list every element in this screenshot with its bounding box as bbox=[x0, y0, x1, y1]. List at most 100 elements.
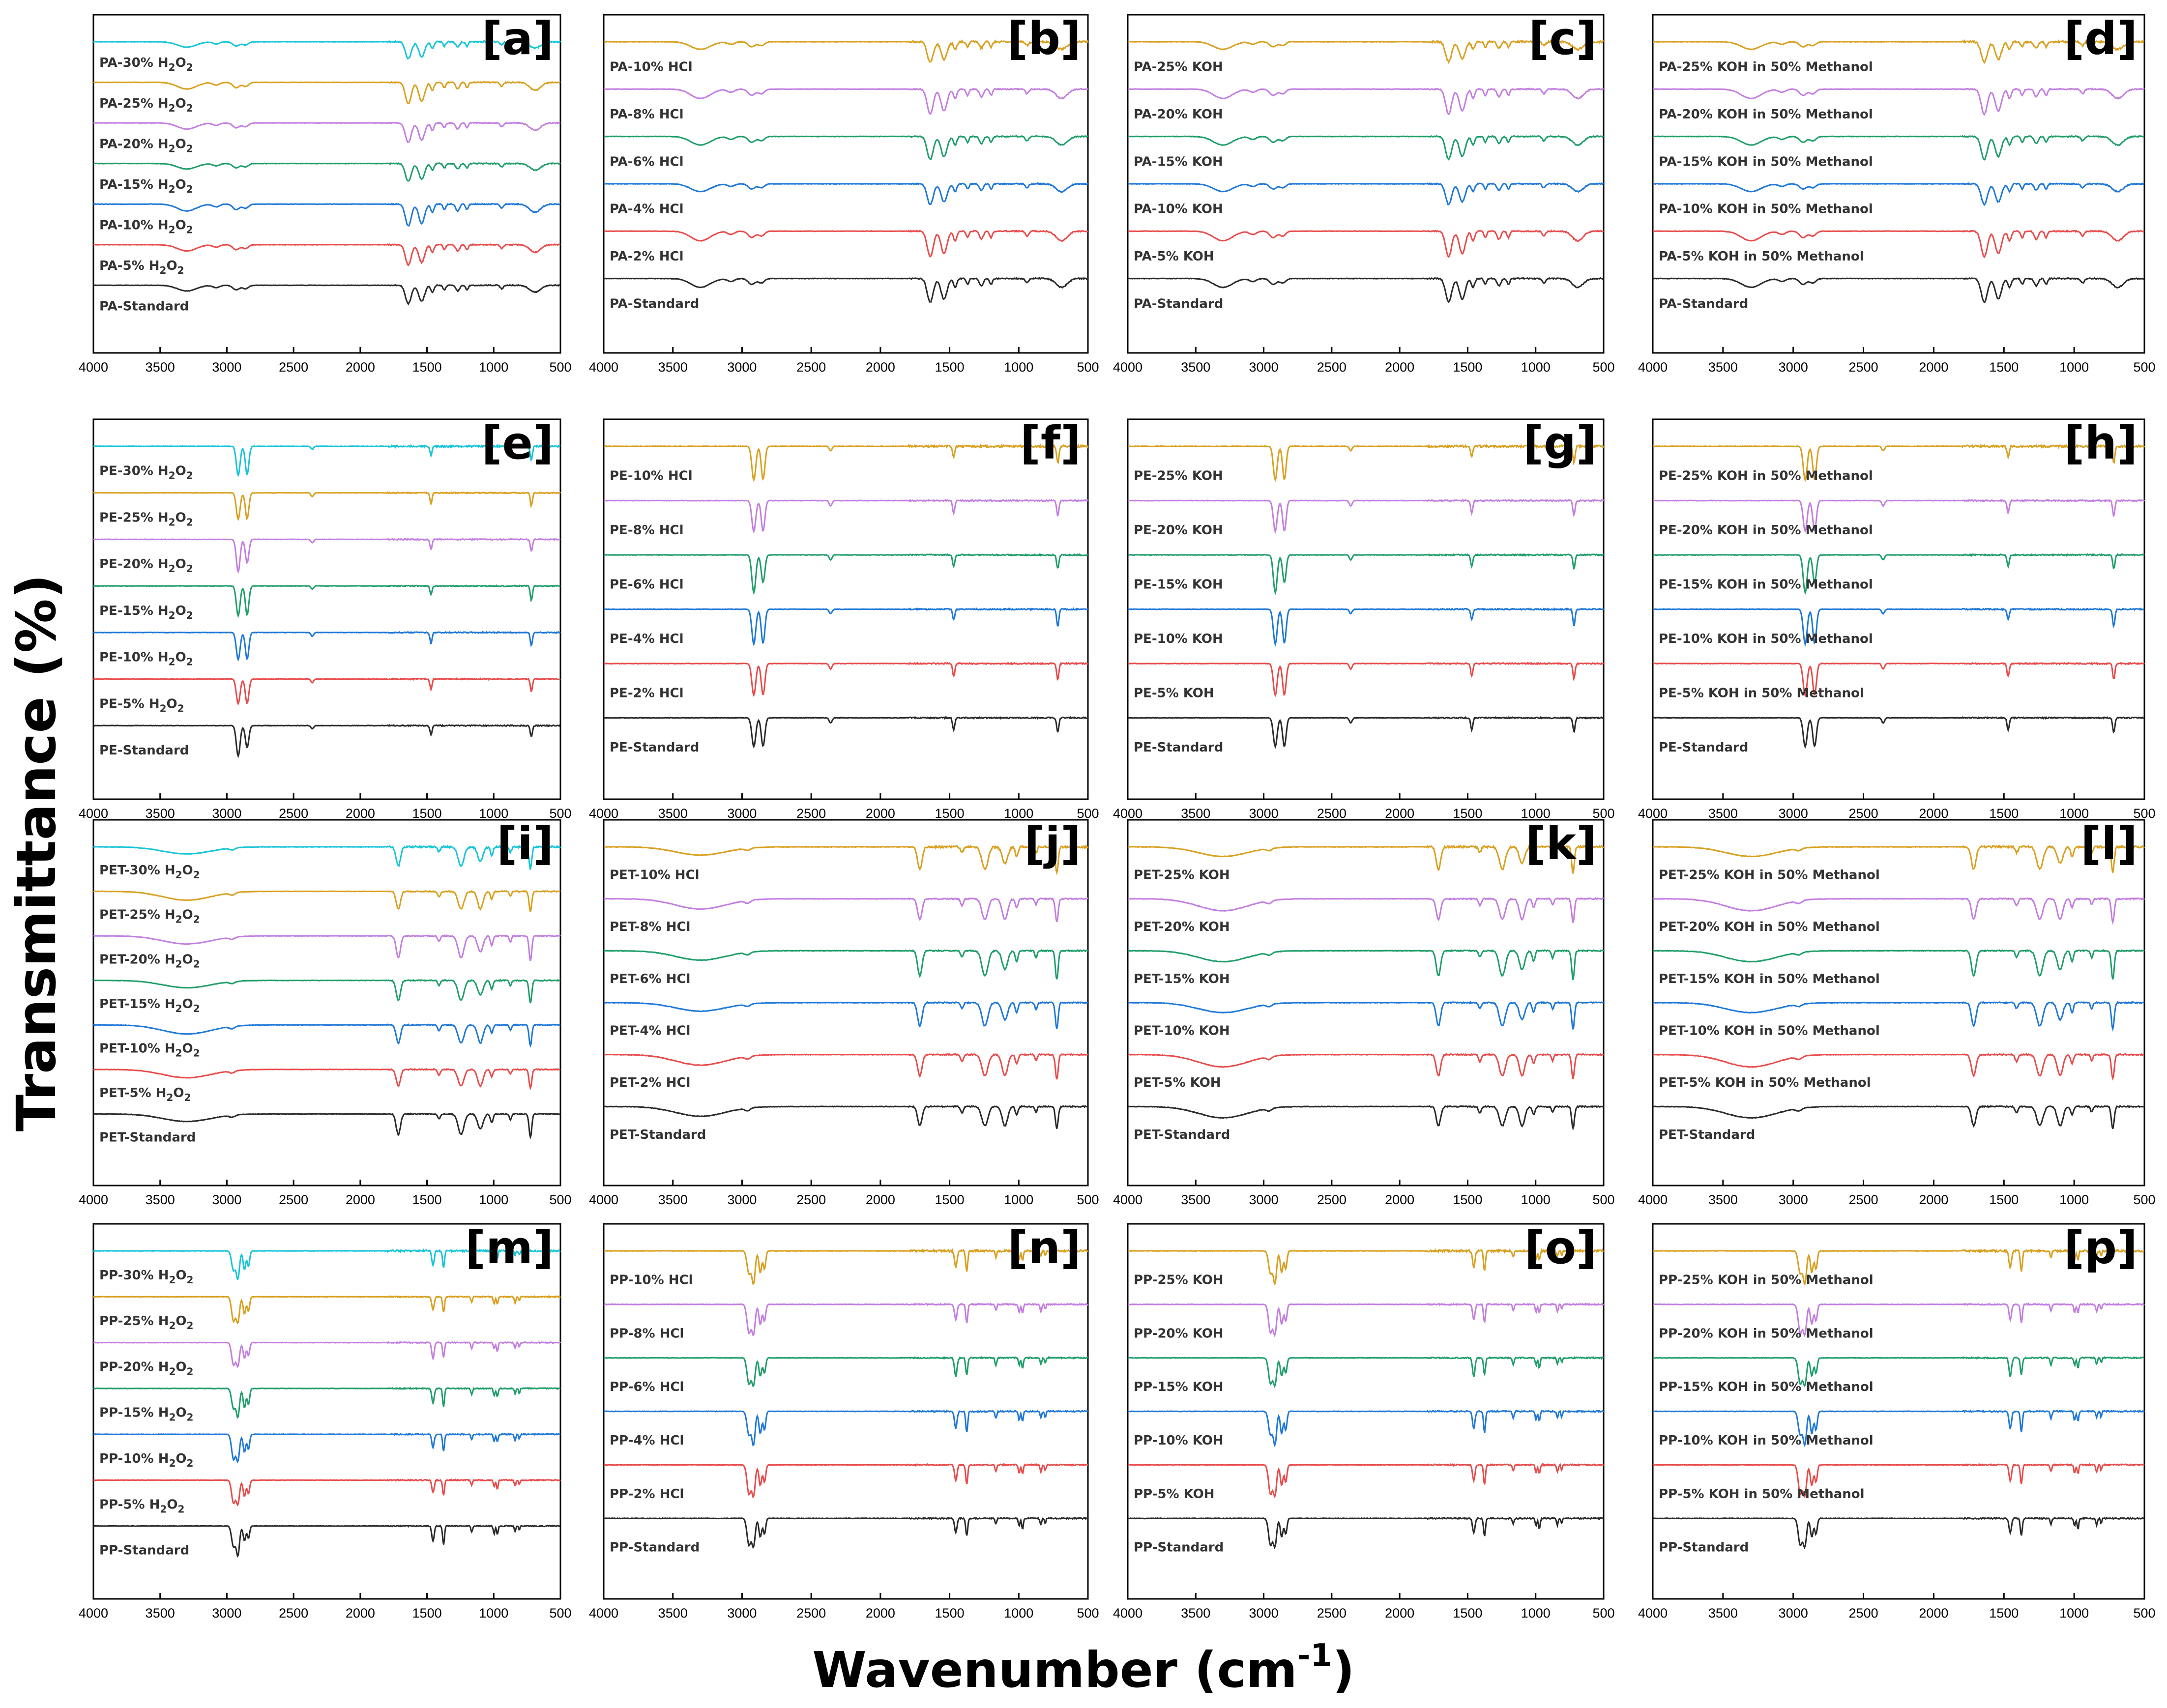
x-tick-label: 1500 bbox=[1453, 1606, 1482, 1621]
series-label: PET-15% H2O2 bbox=[99, 997, 200, 1014]
series-label: PE-10% KOH bbox=[1134, 632, 1223, 646]
series-label: PA-20% KOH in 50% Methanol bbox=[1659, 107, 1873, 122]
panel-k: 4000 3500 3000 2500 2000 1500 1000 500 PET-25% K… bbox=[1113, 817, 1615, 1207]
x-tick-label: 1500 bbox=[412, 806, 442, 821]
series-label: PET-5% H2O2 bbox=[99, 1086, 191, 1103]
x-tick-label: 1000 bbox=[2059, 360, 2089, 375]
panel-label: [e] bbox=[482, 417, 554, 469]
series-line bbox=[603, 39, 1089, 63]
series-line bbox=[93, 1340, 561, 1368]
series-line bbox=[1127, 1409, 1605, 1447]
series-line bbox=[604, 607, 1088, 647]
series-label: PP-10% HCl bbox=[610, 1273, 693, 1287]
series-line bbox=[93, 844, 561, 870]
series-label: PP-4% HCl bbox=[610, 1433, 684, 1448]
series-line bbox=[603, 1001, 1088, 1029]
panel-g: 4000 3500 3000 2500 2000 1500 1000 500 PE-25% KO… bbox=[1113, 417, 1615, 821]
series-label: PET-15% KOH in 50% Methanol bbox=[1659, 972, 1880, 986]
series-line bbox=[1127, 135, 1604, 161]
x-tick-label: 1000 bbox=[479, 806, 508, 821]
x-tick-label: 1500 bbox=[1989, 1606, 2019, 1621]
series-line bbox=[1127, 1516, 1604, 1550]
series-line bbox=[1127, 39, 1604, 64]
x-tick-label: 3500 bbox=[658, 1606, 688, 1621]
panel-label: [c] bbox=[1528, 12, 1597, 65]
x-tick-label: 2000 bbox=[346, 806, 375, 821]
x-tick-label: 4000 bbox=[1113, 1192, 1142, 1207]
x-tick-label: 2500 bbox=[279, 1192, 308, 1207]
series-label: PP-15% H2O2 bbox=[99, 1406, 193, 1423]
series-label: PP-5% H2O2 bbox=[99, 1497, 184, 1515]
series-label: PE-30% H2O2 bbox=[99, 464, 193, 482]
series-line bbox=[93, 1112, 561, 1140]
series-line bbox=[1127, 844, 1605, 874]
series-label: PE-5% KOH bbox=[1134, 686, 1214, 701]
x-tick-label: 4000 bbox=[1638, 806, 1668, 821]
x-tick-label: 2000 bbox=[346, 1192, 375, 1207]
series-label: PE-20% H2O2 bbox=[99, 557, 193, 575]
series-label: PET-25% H2O2 bbox=[99, 908, 200, 926]
x-tick-label: 3500 bbox=[658, 806, 688, 821]
series-line bbox=[1652, 39, 2144, 64]
x-tick-label: 500 bbox=[1592, 1192, 1614, 1207]
series-line bbox=[93, 979, 560, 1004]
x-tick-label: 2500 bbox=[1317, 1606, 1347, 1621]
x-tick-label: 1500 bbox=[412, 360, 442, 375]
series-line bbox=[603, 87, 1088, 115]
series-label: PE-Standard bbox=[1134, 740, 1223, 755]
x-tick-label: 3000 bbox=[1249, 1606, 1279, 1621]
series-label: PP-25% KOH bbox=[1134, 1273, 1224, 1287]
panel-label: [m] bbox=[465, 1221, 554, 1274]
x-tick-label: 3000 bbox=[727, 1606, 757, 1621]
x-tick-label: 2500 bbox=[279, 360, 308, 375]
series-line bbox=[93, 491, 561, 521]
panel-p: 4000 3500 3000 2500 2000 1500 1000 500 PP-25% KO… bbox=[1638, 1221, 2156, 1621]
x-tick-label: 1000 bbox=[1521, 360, 1551, 375]
series-label: PP-8% HCl bbox=[610, 1326, 684, 1341]
x-tick-label: 3500 bbox=[1181, 1192, 1210, 1207]
x-tick-label: 4000 bbox=[589, 1606, 618, 1621]
series-label: PP-Standard bbox=[1659, 1540, 1749, 1555]
x-tick-label: 1500 bbox=[1453, 360, 1482, 375]
series-line bbox=[93, 162, 561, 182]
series-label: PET-Standard bbox=[1659, 1128, 1755, 1142]
x-tick-label: 3000 bbox=[1779, 1606, 1808, 1621]
x-tick-label: 1000 bbox=[1004, 360, 1033, 375]
series-line bbox=[604, 1053, 1088, 1080]
series-label: PET-Standard bbox=[1134, 1128, 1230, 1142]
panel-m: 4000 3500 3000 2500 2000 1500 1000 500 PP-30% H2… bbox=[79, 1221, 572, 1621]
x-tick-label: 4000 bbox=[1113, 360, 1142, 375]
x-tick-label: 3000 bbox=[1249, 1192, 1279, 1207]
series-line bbox=[603, 443, 1089, 482]
x-tick-label: 500 bbox=[549, 360, 571, 375]
series-line bbox=[1652, 443, 2145, 483]
series-label: PE-5% KOH in 50% Methanol bbox=[1659, 686, 1864, 701]
series-line bbox=[1652, 1001, 2145, 1032]
x-tick-label: 1000 bbox=[2059, 1606, 2089, 1621]
series-label: PET-10% H2O2 bbox=[99, 1041, 200, 1059]
series-label: PP-5% KOH in 50% Methanol bbox=[1659, 1487, 1865, 1502]
series-line bbox=[1652, 1248, 2145, 1286]
series-line bbox=[603, 553, 1088, 595]
series-label: PA-Standard bbox=[99, 299, 189, 314]
x-tick-label: 500 bbox=[549, 1606, 571, 1621]
series-label: PET-Standard bbox=[99, 1130, 196, 1145]
panel-label: [k] bbox=[1525, 817, 1597, 870]
series-line bbox=[1652, 897, 2145, 925]
series-label: PET-20% KOH bbox=[1134, 920, 1230, 934]
series-label: PE-2% HCl bbox=[610, 686, 684, 701]
y-axis-label: Transmittance (%) bbox=[5, 574, 68, 1131]
x-tick-label: 3500 bbox=[1181, 360, 1210, 375]
x-tick-label: 3500 bbox=[1708, 1606, 1738, 1621]
panel-label: [g] bbox=[1523, 417, 1597, 469]
series-label: PA-4% HCl bbox=[610, 202, 684, 217]
x-tick-label: 3500 bbox=[1181, 806, 1210, 821]
series-line bbox=[93, 284, 561, 306]
series-label: PET-6% HCl bbox=[610, 972, 690, 986]
x-tick-label: 3000 bbox=[1779, 806, 1808, 821]
x-tick-label: 2000 bbox=[1919, 1192, 1948, 1207]
x-tick-label: 1000 bbox=[1521, 1192, 1551, 1207]
series-line bbox=[1652, 844, 2145, 873]
series-label: PET-20% H2O2 bbox=[99, 952, 200, 970]
